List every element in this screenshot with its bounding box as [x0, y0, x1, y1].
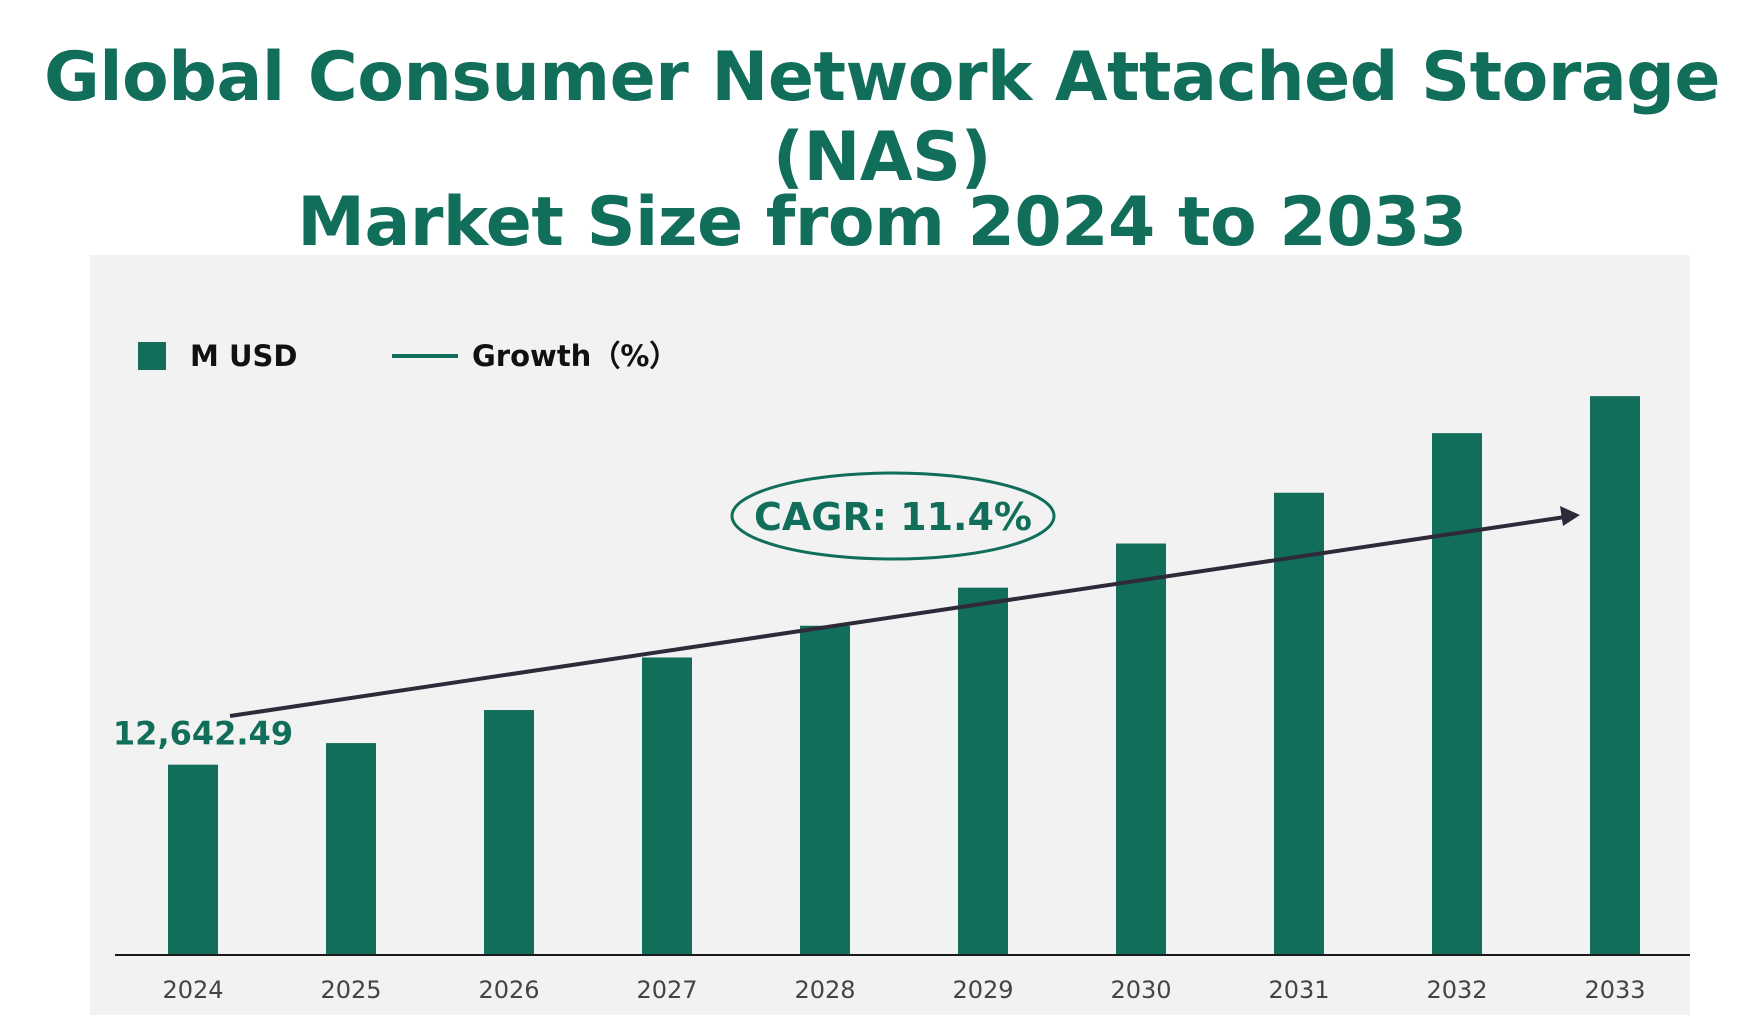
cagr-annotation: CAGR: 11.4%	[730, 471, 1056, 561]
trend-arrow-line	[229, 515, 1566, 718]
bar-2026	[484, 710, 534, 954]
x-tick-label-2025: 2025	[320, 976, 381, 1004]
x-tick-label-2029: 2029	[952, 976, 1013, 1004]
cagr-label: CAGR: 11.4%	[754, 495, 1032, 539]
x-tick-label-2033: 2033	[1584, 976, 1645, 1004]
x-tick-label-2026: 2026	[478, 976, 539, 1004]
x-tick-label-2024: 2024	[162, 976, 223, 1004]
bar-2027	[642, 657, 692, 954]
bar-2032	[1432, 433, 1482, 954]
trend-arrow-head	[1560, 506, 1580, 526]
bar-2031	[1274, 492, 1324, 954]
bar-series	[168, 396, 1640, 954]
legend-label-growth: Growth（%）	[472, 339, 678, 373]
x-tick-label-2030: 2030	[1110, 976, 1171, 1004]
x-tick-label-2032: 2032	[1426, 976, 1487, 1004]
data-label-2024: 12,642.49	[113, 715, 293, 753]
cagr-ellipse	[730, 471, 1056, 561]
x-axis-tick-labels: 2024 2025 2026 2027 2028 2029 2030 2031 2032 2033	[162, 976, 1645, 1004]
legend-marker-bar	[138, 342, 166, 370]
trend-arrow	[229, 506, 1580, 718]
legend: M USD Growth（%）	[138, 339, 678, 373]
bar-2024	[168, 764, 218, 954]
bar-2029	[958, 587, 1008, 954]
bar-2025	[326, 743, 376, 954]
x-tick-label-2028: 2028	[794, 976, 855, 1004]
x-tick-label-2031: 2031	[1268, 976, 1329, 1004]
chart-title-line-2: Market Size from 2024 to 2033	[297, 183, 1467, 262]
bar-2028	[800, 625, 850, 954]
bar-2030	[1116, 543, 1166, 954]
x-tick-label-2027: 2027	[636, 976, 697, 1004]
legend-label-m-usd: M USD	[190, 339, 297, 373]
chart-title-line-1: Global Consumer Network Attached Storage…	[43, 38, 1721, 197]
bar-2033	[1590, 396, 1640, 954]
